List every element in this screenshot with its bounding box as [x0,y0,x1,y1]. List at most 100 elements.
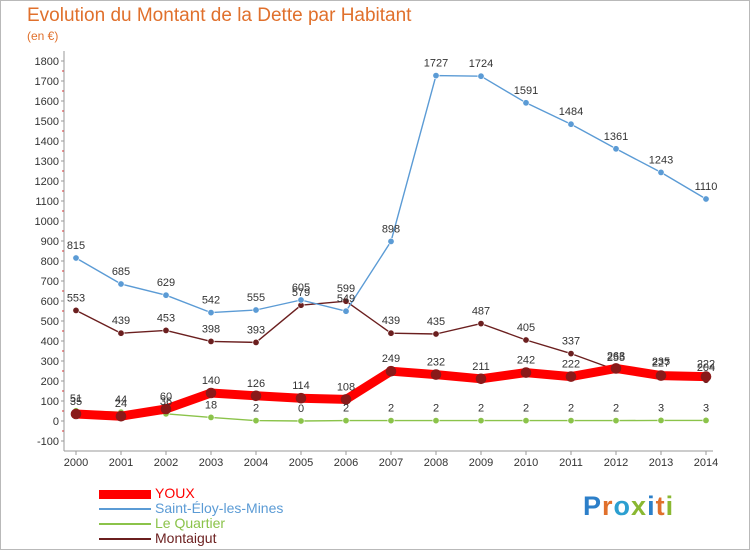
legend-item-saint-eloy: Saint-Éloy-les-Mines [99,500,419,516]
legend-swatch-saint-eloy [99,508,151,510]
legend-item-le-quartier: Le Quartier [99,515,419,531]
data-label-montaigut: 398 [202,323,220,335]
y-tick-label: 1100 [35,196,59,208]
x-tick-label: 2001 [109,457,133,469]
legend-label-montaigut: Montaigut [155,530,217,546]
logo-letter: i [665,491,675,521]
data-label-youx: 24 [115,398,127,410]
data-point-saint-eloy-les-mines [162,291,170,299]
data-point-montaigut [207,337,215,345]
y-tick-label: 1300 [35,156,59,168]
data-label-saint-eloy-les-mines: 1361 [604,131,628,143]
data-point-saint-eloy-les-mines [657,168,665,176]
data-label-youx: 211 [472,361,490,373]
y-tick-label: 700 [41,276,59,288]
data-label-youx: 35 [70,396,82,408]
data-point-le-quartier [657,416,665,424]
data-label-youx: 222 [562,359,580,371]
data-point-montaigut [72,306,80,314]
data-point-montaigut [117,329,125,337]
data-point-youx [160,403,172,415]
data-label-le-quartier: 0 [298,403,304,415]
y-tick-label: 1800 [35,56,59,68]
y-tick-label: 800 [41,256,59,268]
data-label-le-quartier: 2 [523,403,529,415]
data-point-le-quartier [567,417,575,425]
data-point-saint-eloy-les-mines [72,254,80,262]
data-label-saint-eloy-les-mines: 685 [112,266,130,278]
logo-letter: t [655,491,666,521]
y-tick-label: 300 [41,356,59,368]
data-label-montaigut: 439 [382,315,400,327]
data-label-montaigut: 553 [67,292,85,304]
data-label-saint-eloy-les-mines: 555 [247,292,265,304]
data-point-youx [610,363,622,374]
data-label-le-quartier: 2 [478,403,484,415]
x-tick-label: 2003 [199,457,223,469]
data-point-youx [430,369,442,380]
data-label-youx: 249 [382,353,400,365]
data-point-youx [655,370,667,381]
data-point-saint-eloy-les-mines [387,237,395,245]
x-tick-label: 2007 [379,457,403,469]
data-point-le-quartier [432,417,440,425]
data-label-youx: 242 [517,355,535,367]
data-label-montaigut: 204 [697,362,715,374]
data-label-youx: 114 [292,380,310,392]
data-label-le-quartier: 2 [433,403,439,415]
data-label-montaigut: 393 [247,324,265,336]
data-point-montaigut [477,320,485,328]
data-label-montaigut: 337 [562,336,580,348]
logo-letter: P [583,491,603,521]
data-label-saint-eloy-les-mines: 898 [382,223,400,235]
data-label-saint-eloy-les-mines: 1484 [559,106,583,118]
data-point-le-quartier [387,417,395,425]
data-label-le-quartier: 2 [388,403,394,415]
data-label-montaigut: 435 [427,316,445,328]
data-point-le-quartier [612,417,620,425]
logo-letter: r [602,491,614,521]
y-tick-label: 0 [53,416,59,428]
logo-letter: o [613,491,632,521]
data-label-saint-eloy-les-mines: 1727 [424,58,448,70]
x-tick-label: 2004 [244,457,268,469]
chart-series [70,72,712,425]
data-label-youx: 222 [697,359,715,371]
data-label-le-quartier: 2 [343,403,349,415]
y-tick-label: 600 [41,296,59,308]
data-label-youx: 108 [337,381,355,393]
data-point-montaigut [162,326,170,334]
data-label-le-quartier: 3 [703,402,709,414]
data-point-montaigut [387,329,395,337]
data-label-le-quartier: 2 [613,403,619,415]
data-point-le-quartier [522,417,530,425]
data-point-le-quartier [477,417,485,425]
legend-swatch-youx [99,490,151,499]
x-tick-label: 2014 [694,457,718,469]
data-point-youx [700,371,712,382]
y-tick-label: 1400 [35,136,59,148]
legend-swatch-montaigut [99,538,151,540]
legend-swatch-le-quartier [99,523,151,525]
chart-unit: (en €) [27,29,59,43]
y-tick-label: 900 [41,236,59,248]
data-point-youx [340,394,352,405]
legend-item-youx: YOUX [99,485,419,501]
data-label-youx: 232 [427,357,445,369]
data-point-youx [295,392,307,404]
data-label-montaigut: 405 [517,322,535,334]
data-label-montaigut: 579 [292,287,310,299]
data-label-saint-eloy-les-mines: 542 [202,295,220,307]
x-tick-label: 2000 [64,457,88,469]
data-label-montaigut: 599 [337,283,355,295]
x-tick-label: 2010 [514,457,538,469]
y-tick-label: 500 [41,316,59,328]
data-label-le-quartier: 44 [115,394,127,406]
y-tick-label: 400 [41,336,59,348]
data-point-saint-eloy-les-mines [477,72,485,80]
data-point-youx [70,408,82,420]
data-label-le-quartier: 36 [160,396,172,408]
